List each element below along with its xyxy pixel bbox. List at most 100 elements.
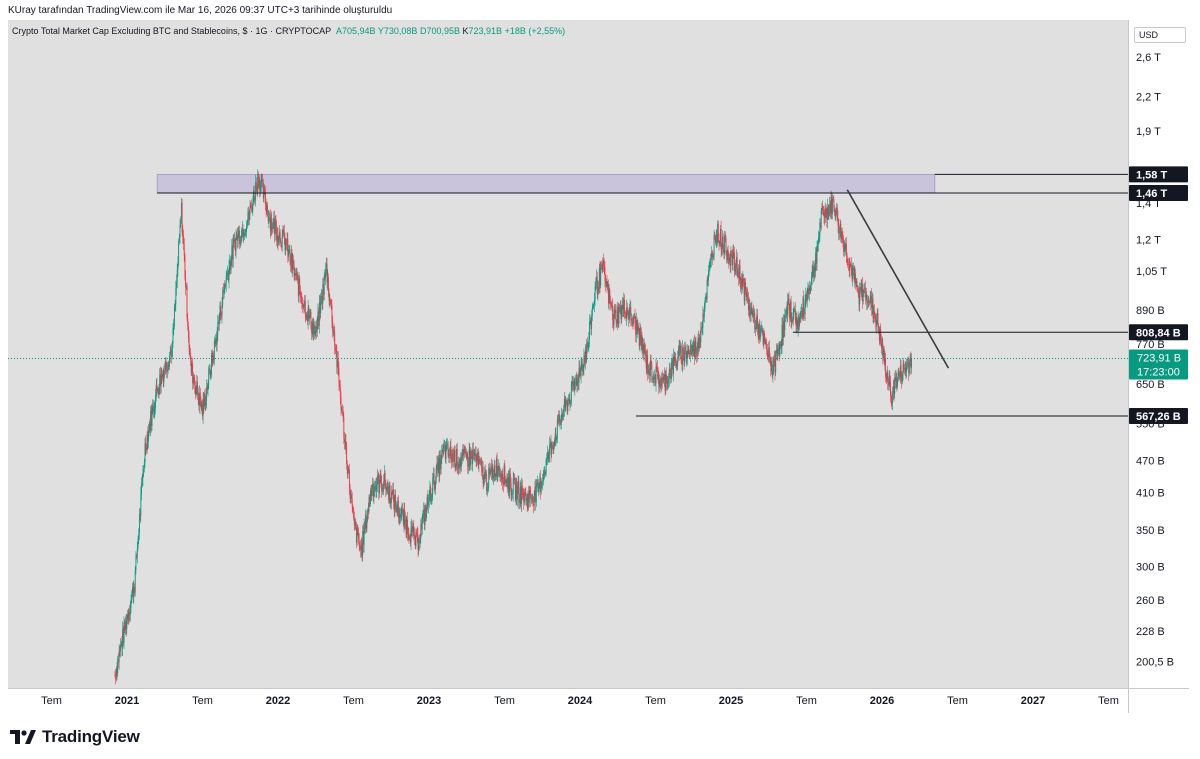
candle[interactable] xyxy=(547,452,548,459)
candle[interactable] xyxy=(594,286,596,301)
candle[interactable] xyxy=(114,674,116,675)
candle[interactable] xyxy=(567,400,569,412)
candle[interactable] xyxy=(229,261,231,270)
candle[interactable] xyxy=(353,517,355,525)
candle[interactable] xyxy=(136,555,138,558)
currency-button[interactable]: USD xyxy=(1134,27,1186,43)
candle[interactable] xyxy=(706,279,708,300)
candle[interactable] xyxy=(759,328,761,340)
candle[interactable] xyxy=(456,448,458,468)
candle[interactable] xyxy=(895,377,897,382)
candle[interactable] xyxy=(196,381,198,389)
candle[interactable] xyxy=(724,235,726,238)
candle[interactable] xyxy=(878,331,880,341)
candle[interactable] xyxy=(219,306,221,320)
candle[interactable] xyxy=(400,513,402,515)
candle[interactable] xyxy=(645,350,646,356)
candle[interactable] xyxy=(843,239,845,252)
candle[interactable] xyxy=(497,470,499,477)
candle[interactable] xyxy=(498,465,499,471)
candle[interactable] xyxy=(906,362,908,365)
candle[interactable] xyxy=(459,459,461,468)
candle[interactable] xyxy=(799,316,800,327)
candle[interactable] xyxy=(336,350,338,368)
candle[interactable] xyxy=(782,321,784,338)
candle[interactable] xyxy=(694,340,696,358)
candle[interactable] xyxy=(150,410,152,427)
candle[interactable] xyxy=(511,494,513,496)
candle[interactable] xyxy=(170,350,172,352)
candle[interactable] xyxy=(626,307,628,319)
candle[interactable] xyxy=(891,401,893,404)
candle[interactable] xyxy=(852,270,854,280)
candle[interactable] xyxy=(431,495,433,497)
candle[interactable] xyxy=(549,444,551,455)
candle[interactable] xyxy=(839,223,841,233)
candle[interactable] xyxy=(468,449,470,465)
candle[interactable] xyxy=(220,306,222,316)
candle[interactable] xyxy=(359,545,361,548)
candle[interactable] xyxy=(692,344,694,352)
candle[interactable] xyxy=(396,506,398,513)
candle[interactable] xyxy=(784,315,786,330)
candle[interactable] xyxy=(215,337,217,345)
candle[interactable] xyxy=(820,222,821,228)
candle[interactable] xyxy=(530,494,532,500)
candle[interactable] xyxy=(573,381,575,390)
candle[interactable] xyxy=(317,311,319,321)
candle[interactable] xyxy=(199,392,201,406)
candle[interactable] xyxy=(483,478,485,484)
candle[interactable] xyxy=(454,450,456,469)
candle[interactable] xyxy=(558,414,560,423)
resistance-zone[interactable] xyxy=(156,173,936,194)
candle[interactable] xyxy=(470,451,471,466)
candle[interactable] xyxy=(152,405,154,409)
candle[interactable] xyxy=(344,441,346,443)
candle[interactable] xyxy=(230,259,232,270)
candle[interactable] xyxy=(614,310,616,314)
candle[interactable] xyxy=(757,314,758,330)
candle[interactable] xyxy=(484,472,486,475)
candle[interactable] xyxy=(414,533,415,539)
candle[interactable] xyxy=(375,485,377,490)
candle[interactable] xyxy=(250,205,252,206)
candle[interactable] xyxy=(256,186,258,193)
candle[interactable] xyxy=(634,315,636,323)
candle[interactable] xyxy=(593,304,595,307)
candle[interactable] xyxy=(749,305,751,316)
candle[interactable] xyxy=(354,521,356,525)
candle[interactable] xyxy=(136,548,138,558)
candle[interactable] xyxy=(680,345,682,362)
candle[interactable] xyxy=(212,354,214,364)
candle[interactable] xyxy=(695,340,697,354)
candle[interactable] xyxy=(271,227,273,229)
candle[interactable] xyxy=(285,243,287,251)
candle[interactable] xyxy=(234,242,236,252)
candle[interactable] xyxy=(736,257,737,268)
candle[interactable] xyxy=(284,237,286,251)
candle[interactable] xyxy=(878,326,880,332)
candle[interactable] xyxy=(477,452,478,462)
candle[interactable] xyxy=(775,353,777,373)
candle[interactable] xyxy=(585,350,587,360)
candle[interactable] xyxy=(297,274,299,281)
candle[interactable] xyxy=(290,253,292,265)
candle[interactable] xyxy=(156,385,158,390)
candle[interactable] xyxy=(607,284,609,304)
candle[interactable] xyxy=(466,453,468,459)
candle[interactable] xyxy=(558,414,560,421)
candle[interactable] xyxy=(808,287,810,295)
candle[interactable] xyxy=(846,255,848,263)
candle[interactable] xyxy=(667,381,669,384)
candle[interactable] xyxy=(624,299,625,314)
candle[interactable] xyxy=(866,294,868,303)
candle[interactable] xyxy=(544,471,546,473)
candle[interactable] xyxy=(803,298,805,313)
candle[interactable] xyxy=(220,315,222,317)
candle[interactable] xyxy=(560,421,562,423)
candle[interactable] xyxy=(627,310,629,318)
candle[interactable] xyxy=(402,508,404,512)
candle[interactable] xyxy=(858,294,860,305)
candle[interactable] xyxy=(178,237,180,242)
candle[interactable] xyxy=(455,465,457,469)
